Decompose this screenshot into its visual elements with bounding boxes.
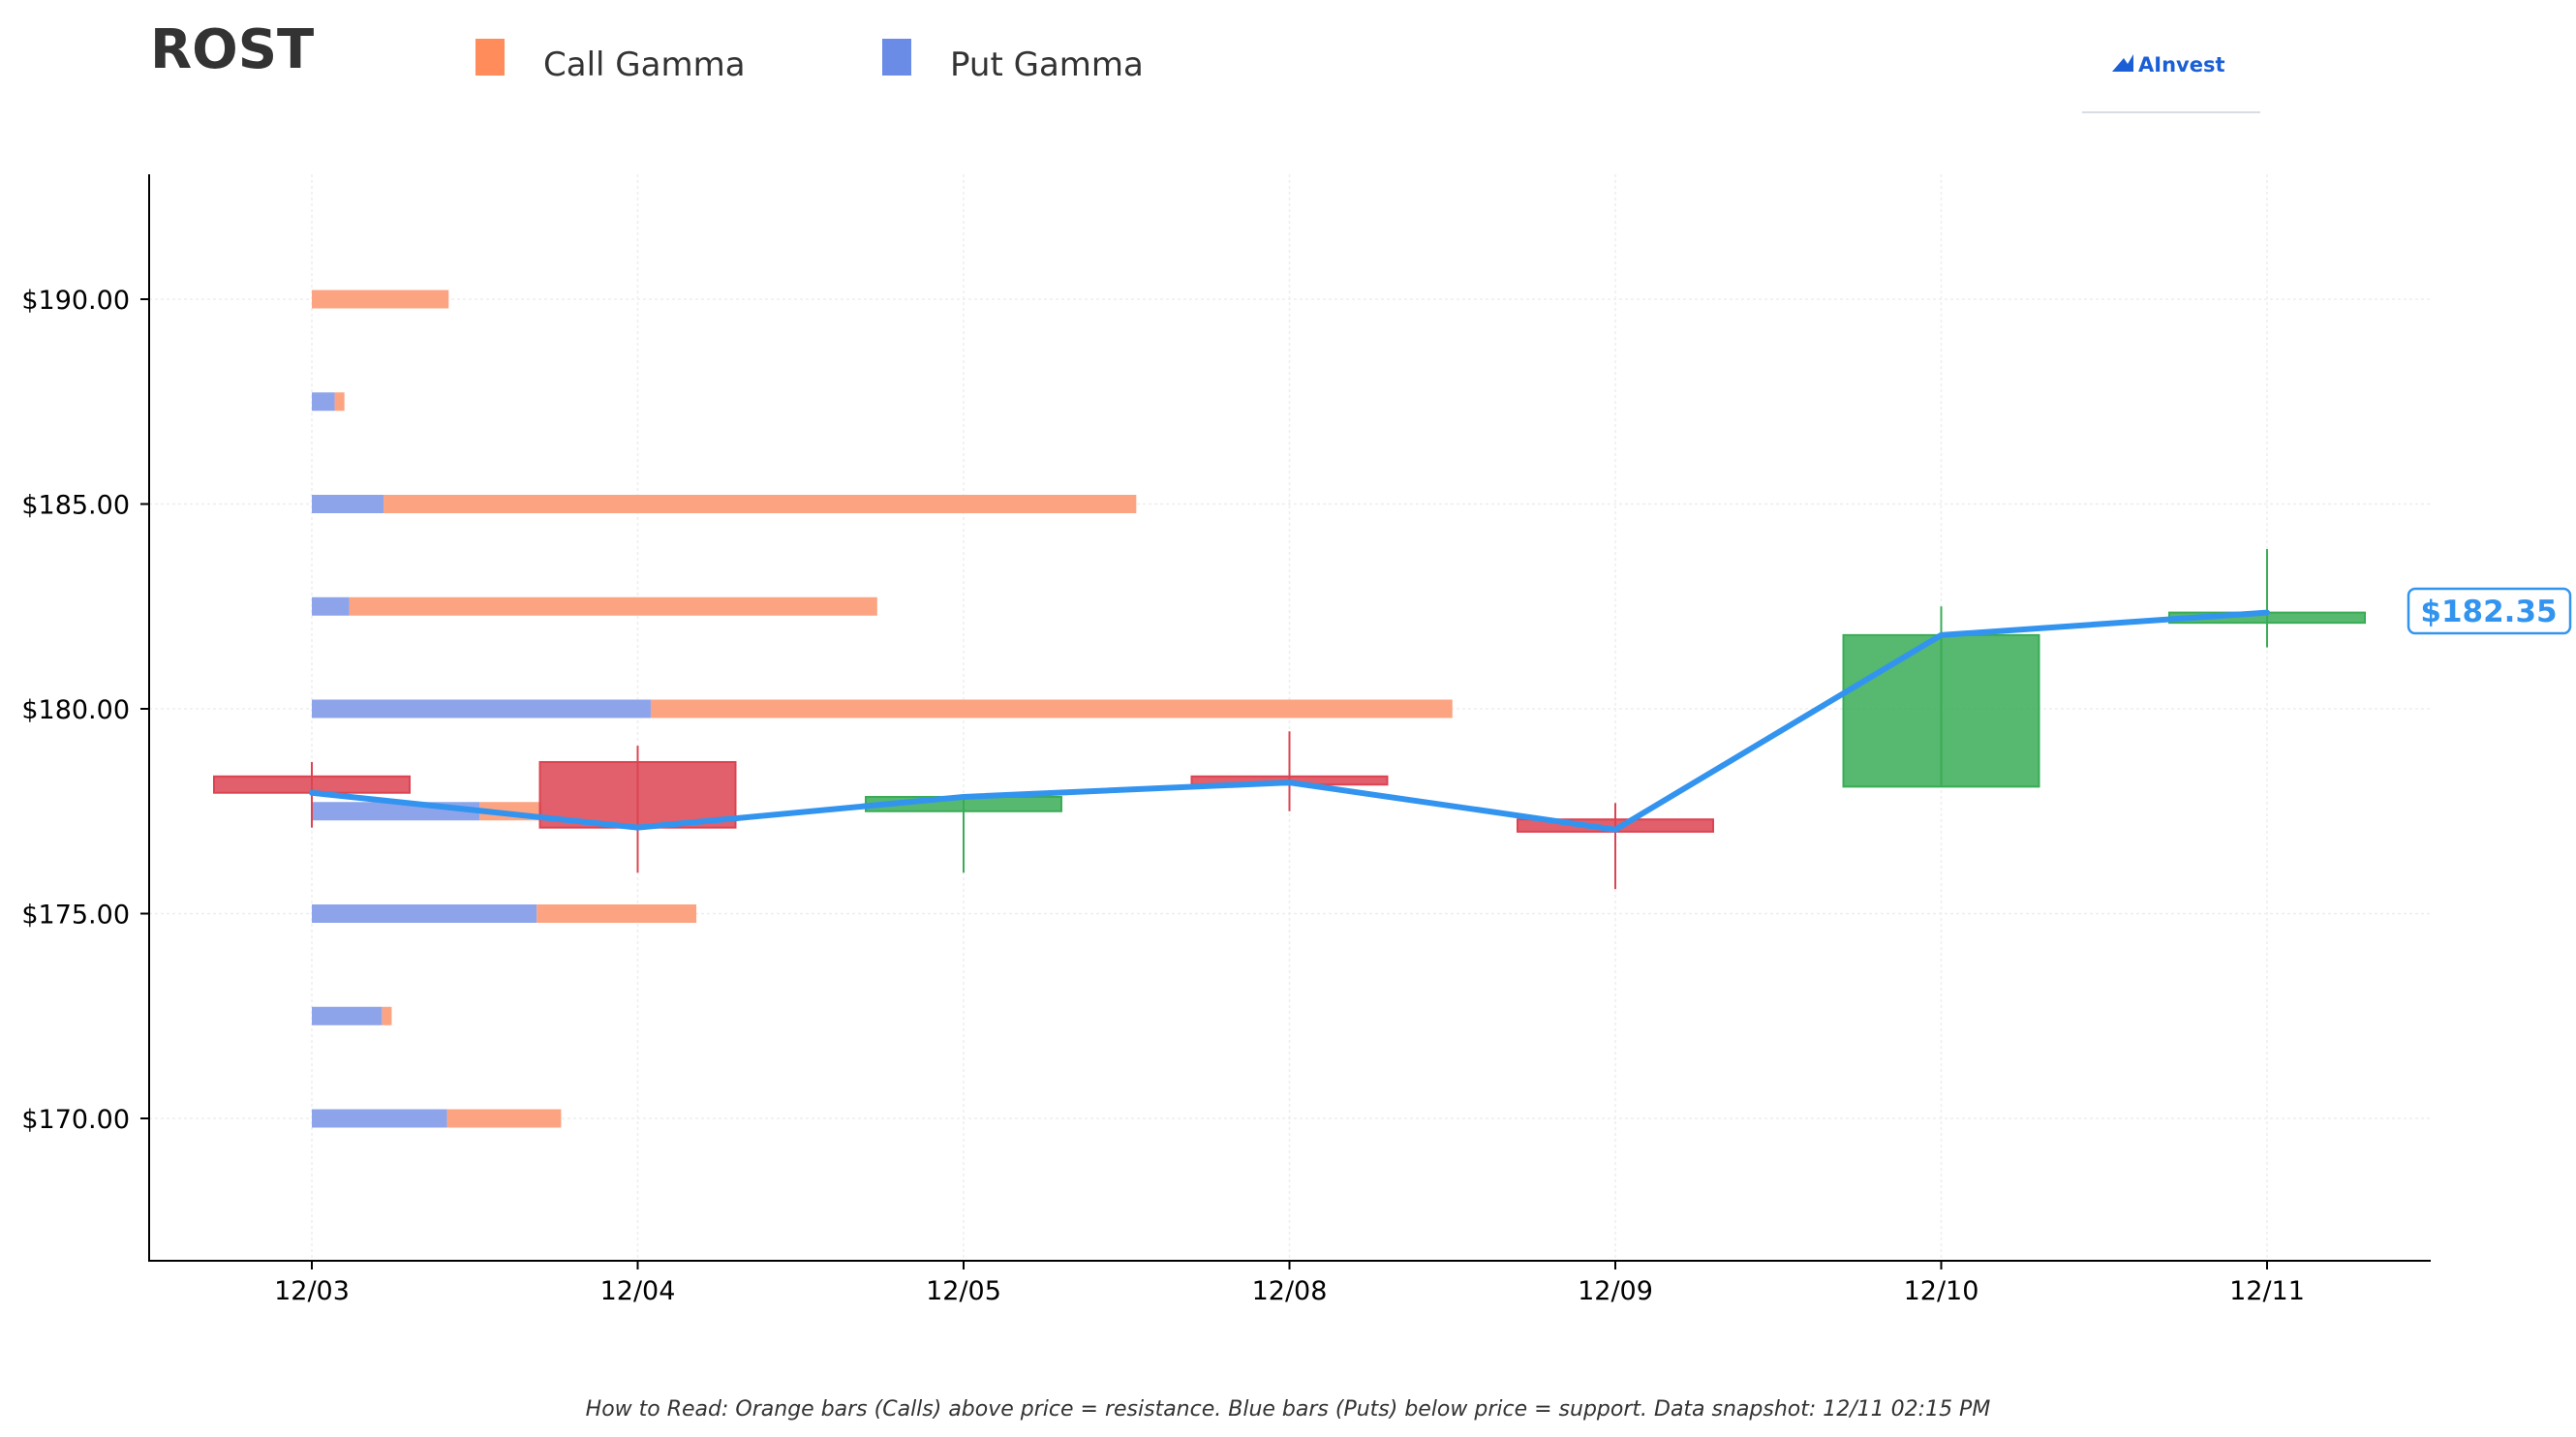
ticks: $170.00 $175.00 $180.00 $185.00 $190.00 12/03… (21, 286, 2305, 1306)
brand-logo: AInvest (2082, 53, 2260, 113)
call-gamma-bar (349, 596, 877, 616)
legend: Call Gamma Put Gamma (475, 39, 1144, 84)
last-price-tag: $182.35 (2407, 587, 2572, 635)
x-tick-label: 12/03 (274, 1276, 350, 1306)
call-gamma-bar (382, 1006, 392, 1025)
x-tick-label: 12/11 (2229, 1276, 2305, 1306)
call-gamma-bar (446, 1109, 562, 1128)
y-tick-label: $185.00 (21, 491, 130, 521)
put-gamma-bar (312, 392, 335, 412)
x-tick-label: 12/08 (1252, 1276, 1328, 1306)
put-gamma-bar (312, 495, 384, 513)
price-line-layer (309, 609, 2270, 833)
legend-call-swatch (475, 39, 505, 76)
x-tick-label: 12/04 (600, 1276, 676, 1306)
legend-put-swatch (882, 39, 911, 76)
x-tick-label: 12/10 (1904, 1276, 1979, 1306)
call-gamma-bar (383, 495, 1137, 513)
y-tick-label: $170.00 (21, 1105, 130, 1135)
put-gamma-bar (312, 1006, 383, 1025)
y-tick-label: $175.00 (21, 901, 130, 931)
last-price-label: $182.35 (2420, 595, 2557, 629)
legend-put-label: Put Gamma (950, 46, 1144, 84)
put-gamma-bar (312, 802, 480, 821)
put-gamma-bar (312, 596, 350, 616)
legend-call-label: Call Gamma (543, 46, 746, 84)
call-gamma-bar (650, 699, 1453, 718)
footnote: How to Read: Orange bars (Calls) above p… (586, 1397, 1991, 1422)
candle-body (1842, 633, 2040, 788)
call-gamma-bar (312, 290, 449, 309)
y-tick-label: $180.00 (21, 695, 130, 725)
put-gamma-bar (312, 1109, 447, 1128)
ainvest-logo-icon (2112, 54, 2133, 72)
y-tick-label: $190.00 (21, 286, 130, 316)
price-line (309, 609, 2270, 833)
gamma-bars (312, 290, 1453, 1128)
x-tick-label: 12/05 (926, 1276, 1001, 1306)
call-gamma-bar (537, 904, 697, 923)
logo-text: AInvest (2138, 53, 2225, 76)
last-price-box (2407, 587, 2572, 635)
put-gamma-bar (312, 699, 651, 718)
candles (213, 549, 2366, 890)
put-gamma-bar (312, 904, 537, 923)
ticker-title: ROST (150, 18, 314, 81)
call-gamma-bar (334, 392, 345, 412)
x-tick-label: 12/09 (1578, 1276, 1653, 1306)
